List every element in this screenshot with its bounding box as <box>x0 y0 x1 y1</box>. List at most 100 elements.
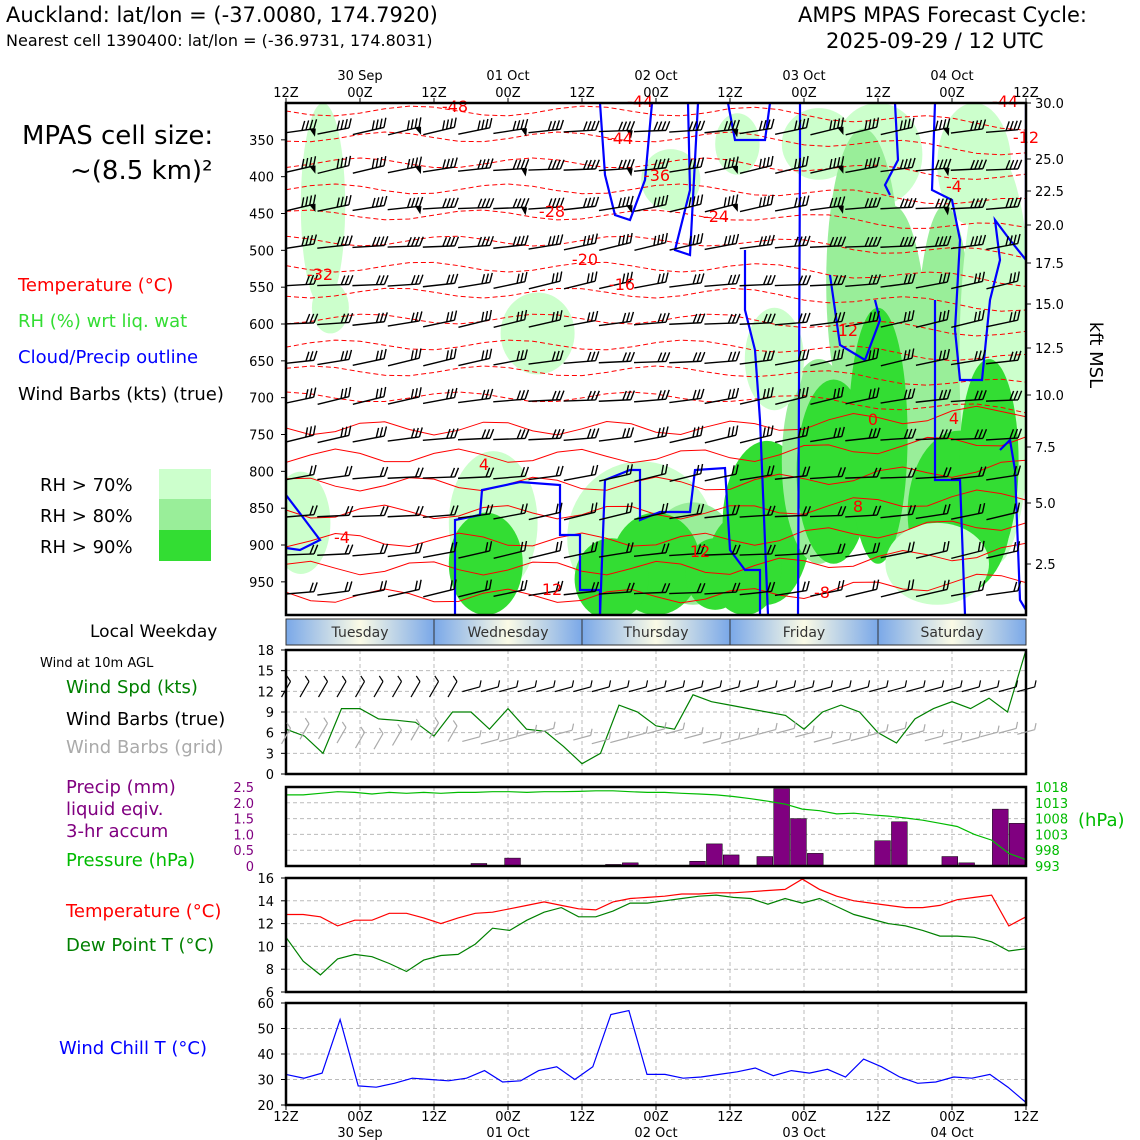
wind-barb-staff <box>563 473 596 482</box>
wind-barb-feather <box>1017 350 1022 361</box>
rh-shade-10 <box>574 538 649 615</box>
bottom-time-label: 00Z <box>791 1110 817 1125</box>
grid-wind-barb-staff <box>980 731 998 738</box>
grid-wind-barb-feather <box>682 722 686 730</box>
wind-barb-feather <box>688 235 692 246</box>
wind-barb-staff <box>739 553 772 556</box>
wind-barb-feather <box>727 196 731 207</box>
wind-barb-feather <box>727 351 733 362</box>
wind-barb-feather <box>629 542 634 553</box>
surface-wind-barb-staff <box>813 686 832 693</box>
wind-barb-feather <box>594 120 600 131</box>
grid-wind-barb-staff <box>739 733 758 740</box>
wind-barb-feather <box>418 196 424 207</box>
wind-barb-feather <box>970 236 975 247</box>
wind-barb-feather <box>868 197 874 208</box>
wind-barb-staff <box>598 551 631 558</box>
grid-wind-barb <box>647 722 667 735</box>
wind-barb-feather <box>516 390 522 401</box>
wind-barb-feather <box>942 389 948 400</box>
wind-barb-feather <box>559 428 565 439</box>
wind-barb-pennant <box>521 128 527 137</box>
panel-frame-3 <box>284 876 1028 994</box>
wind-barb <box>669 503 705 520</box>
wind-barb-feather <box>308 426 313 437</box>
wind-barb-feather <box>837 236 843 247</box>
wind-barb-feather <box>1017 581 1022 591</box>
wind-barb <box>387 117 422 136</box>
wind-barb-feather <box>555 350 560 361</box>
wind-barb-feather <box>442 159 447 170</box>
wind-barb-feather <box>1009 429 1015 439</box>
wind-barb <box>286 156 317 174</box>
precip-bar <box>992 808 1009 867</box>
wind-barb-feather <box>626 312 631 323</box>
wind-barb-feather <box>344 387 348 398</box>
precip-bar <box>790 818 807 867</box>
wind-barb-feather <box>977 581 982 591</box>
series-line-4-0 <box>285 1009 1027 1103</box>
wind-barb-feather <box>911 504 917 515</box>
wind-barb-staff <box>951 280 983 290</box>
wind-barb-feather <box>309 156 313 167</box>
wind-barb-feather <box>868 389 872 399</box>
wind-barb <box>352 155 387 174</box>
surface-wind-barb <box>795 680 815 693</box>
wind-barb <box>317 155 352 175</box>
wind-barb-feather <box>735 274 741 284</box>
wind-barb-pennant <box>732 129 739 138</box>
wind-barb-feather <box>727 235 732 246</box>
bottom-time-label: 00Z <box>347 1110 373 1125</box>
wind-barb-feather <box>414 467 420 478</box>
wind-barb-feather <box>594 390 600 401</box>
wind-barb-staff <box>317 321 350 326</box>
grid-wind-barb <box>813 730 834 743</box>
weekday-cell <box>285 618 435 646</box>
wind-barb <box>739 234 775 250</box>
wind-barb-feather <box>488 579 493 590</box>
wind-barb-feather <box>524 466 530 477</box>
wind-barb <box>598 390 636 402</box>
wind-barb-feather <box>793 158 798 169</box>
wind-barb <box>880 579 915 598</box>
wind-barb <box>563 351 600 365</box>
surface-wind-barb <box>591 680 612 693</box>
wind-barb-feather <box>692 389 697 400</box>
wind-barb <box>317 425 352 444</box>
surface-wind-barb-staff <box>980 686 998 693</box>
temperature-contour-label: -16 <box>609 275 635 294</box>
wind-barb-feather <box>418 387 422 398</box>
wind-barb-feather <box>911 310 915 321</box>
wind-barb-feather <box>485 504 490 515</box>
wind-barb-feather <box>590 159 596 170</box>
surface-wind-barb <box>280 675 292 698</box>
wind-barb-feather <box>559 119 565 130</box>
wind-barb-feather <box>660 464 665 475</box>
grid-wind-barb-staff <box>517 730 536 737</box>
wind-barb-feather <box>630 158 635 169</box>
wind-barb <box>669 194 704 213</box>
wind-barb-feather <box>974 429 980 439</box>
wind-barb-feather <box>981 271 985 282</box>
wind-barb-feather <box>770 425 774 436</box>
wind-barb-feather <box>696 426 700 437</box>
legend-rh90: RH > 90% <box>40 537 133 558</box>
surface-wind-barb-feather <box>997 680 1000 688</box>
wind-barb-feather <box>970 120 975 131</box>
wind-barb-feather <box>305 120 310 131</box>
wind-barb-feather <box>1009 390 1015 401</box>
surface-wind-barb-feather <box>590 680 593 688</box>
wind-barb-feather <box>340 388 344 399</box>
wind-barb-staff <box>317 127 350 135</box>
wind-barb-feather <box>833 119 837 130</box>
wind-barb-staff <box>599 511 631 521</box>
wind-barb-staff <box>704 513 737 519</box>
isotherm-dashed-6 <box>286 261 1026 287</box>
wind-barb-feather <box>946 118 951 129</box>
grid-wind-barb-staff <box>998 727 1017 734</box>
wind-barb-feather <box>696 120 702 131</box>
wind-barb-feather <box>806 312 811 323</box>
surface-wind-barb-feather <box>738 680 741 688</box>
wind-barb-feather <box>665 543 670 553</box>
temperature-contour-label: -44 <box>627 92 653 111</box>
